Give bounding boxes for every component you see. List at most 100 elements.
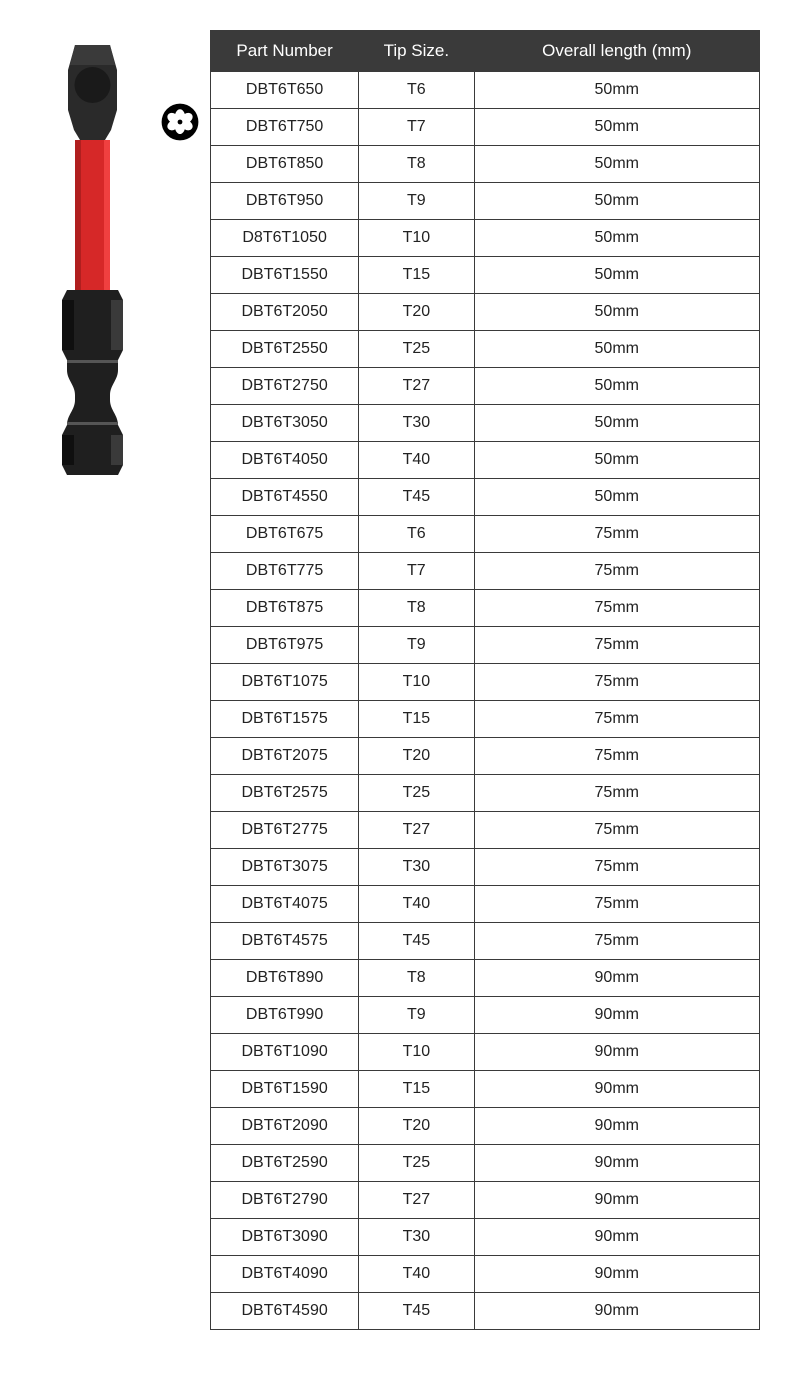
cell-part-number: DBT6T775 xyxy=(211,553,359,590)
cell-tip-size: T9 xyxy=(359,183,474,220)
cell-tip-size: T20 xyxy=(359,294,474,331)
table-row: D8T6T1050T1050mm xyxy=(211,220,760,257)
table-row: DBT6T2590T2590mm xyxy=(211,1145,760,1182)
table-row: DBT6T650T650mm xyxy=(211,72,760,109)
cell-overall-length: 75mm xyxy=(474,849,760,886)
cell-overall-length: 50mm xyxy=(474,220,760,257)
cell-part-number: DBT6T4090 xyxy=(211,1256,359,1293)
cell-overall-length: 50mm xyxy=(474,405,760,442)
table-row: DBT6T1090T1090mm xyxy=(211,1034,760,1071)
cell-tip-size: T27 xyxy=(359,368,474,405)
cell-part-number: DBT6T1550 xyxy=(211,257,359,294)
cell-part-number: DBT6T850 xyxy=(211,146,359,183)
cell-tip-size: T40 xyxy=(359,886,474,923)
cell-part-number: DBT6T4550 xyxy=(211,479,359,516)
cell-overall-length: 50mm xyxy=(474,368,760,405)
table-row: DBT6T2775T2775mm xyxy=(211,812,760,849)
cell-tip-size: T25 xyxy=(359,775,474,812)
cell-part-number: DBT6T2575 xyxy=(211,775,359,812)
cell-overall-length: 50mm xyxy=(474,479,760,516)
cell-overall-length: 90mm xyxy=(474,1256,760,1293)
cell-part-number: DBT6T990 xyxy=(211,997,359,1034)
cell-tip-size: T9 xyxy=(359,627,474,664)
cell-overall-length: 50mm xyxy=(474,146,760,183)
table-row: DBT6T2750T2750mm xyxy=(211,368,760,405)
table-row: DBT6T990T990mm xyxy=(211,997,760,1034)
spec-table-wrap: Part Number Tip Size. Overall length (mm… xyxy=(210,30,780,1330)
cell-overall-length: 50mm xyxy=(474,294,760,331)
cell-overall-length: 90mm xyxy=(474,1108,760,1145)
cell-part-number: DBT6T2090 xyxy=(211,1108,359,1145)
table-row: DBT6T4050T4050mm xyxy=(211,442,760,479)
cell-overall-length: 50mm xyxy=(474,183,760,220)
table-row: DBT6T950T950mm xyxy=(211,183,760,220)
product-image-column xyxy=(20,30,210,1330)
cell-part-number: DBT6T2790 xyxy=(211,1182,359,1219)
page-container: Part Number Tip Size. Overall length (mm… xyxy=(0,0,790,1360)
table-row: DBT6T3090T3090mm xyxy=(211,1219,760,1256)
table-row: DBT6T4575T4575mm xyxy=(211,923,760,960)
table-row: DBT6T2075T2075mm xyxy=(211,738,760,775)
cell-part-number: DBT6T675 xyxy=(211,516,359,553)
cell-tip-size: T30 xyxy=(359,849,474,886)
table-body: DBT6T650T650mmDBT6T750T750mmDBT6T850T850… xyxy=(211,72,760,1330)
cell-part-number: DBT6T4075 xyxy=(211,886,359,923)
cell-tip-size: T25 xyxy=(359,1145,474,1182)
cell-part-number: DBT6T4575 xyxy=(211,923,359,960)
cell-part-number: DBT6T3090 xyxy=(211,1219,359,1256)
cell-tip-size: T27 xyxy=(359,1182,474,1219)
cell-part-number: DBT6T1590 xyxy=(211,1071,359,1108)
cell-part-number: DBT6T650 xyxy=(211,72,359,109)
table-header-row: Part Number Tip Size. Overall length (mm… xyxy=(211,31,760,72)
cell-overall-length: 75mm xyxy=(474,923,760,960)
cell-overall-length: 50mm xyxy=(474,109,760,146)
cell-tip-size: T10 xyxy=(359,1034,474,1071)
table-row: DBT6T1550T1550mm xyxy=(211,257,760,294)
cell-overall-length: 50mm xyxy=(474,257,760,294)
cell-overall-length: 90mm xyxy=(474,1034,760,1071)
cell-overall-length: 75mm xyxy=(474,738,760,775)
cell-part-number: DBT6T2775 xyxy=(211,812,359,849)
cell-part-number: DBT6T1575 xyxy=(211,701,359,738)
cell-overall-length: 75mm xyxy=(474,516,760,553)
cell-part-number: DBT6T950 xyxy=(211,183,359,220)
table-row: DBT6T875T875mm xyxy=(211,590,760,627)
table-row: DBT6T4550T4550mm xyxy=(211,479,760,516)
cell-tip-size: T30 xyxy=(359,1219,474,1256)
cell-part-number: DBT6T3050 xyxy=(211,405,359,442)
cell-overall-length: 90mm xyxy=(474,1293,760,1330)
table-row: DBT6T890T890mm xyxy=(211,960,760,997)
table-row: DBT6T2790T2790mm xyxy=(211,1182,760,1219)
cell-overall-length: 90mm xyxy=(474,1219,760,1256)
cell-tip-size: T9 xyxy=(359,997,474,1034)
table-row: DBT6T975T975mm xyxy=(211,627,760,664)
cell-overall-length: 75mm xyxy=(474,775,760,812)
cell-overall-length: 75mm xyxy=(474,664,760,701)
table-row: DBT6T1075T1075mm xyxy=(211,664,760,701)
cell-part-number: DBT6T875 xyxy=(211,590,359,627)
cell-overall-length: 75mm xyxy=(474,886,760,923)
table-row: DBT6T4075T4075mm xyxy=(211,886,760,923)
cell-tip-size: T7 xyxy=(359,553,474,590)
table-row: DBT6T750T750mm xyxy=(211,109,760,146)
table-row: DBT6T3050T3050mm xyxy=(211,405,760,442)
cell-overall-length: 75mm xyxy=(474,553,760,590)
cell-tip-size: T27 xyxy=(359,812,474,849)
cell-part-number: DBT6T1090 xyxy=(211,1034,359,1071)
table-row: DBT6T675T675mm xyxy=(211,516,760,553)
cell-tip-size: T6 xyxy=(359,72,474,109)
cell-part-number: DBT6T2590 xyxy=(211,1145,359,1182)
cell-overall-length: 50mm xyxy=(474,442,760,479)
table-row: DBT6T775T775mm xyxy=(211,553,760,590)
cell-tip-size: T6 xyxy=(359,516,474,553)
table-row: DBT6T4090T4090mm xyxy=(211,1256,760,1293)
cell-overall-length: 90mm xyxy=(474,1182,760,1219)
cell-tip-size: T8 xyxy=(359,590,474,627)
cell-overall-length: 50mm xyxy=(474,72,760,109)
cell-overall-length: 75mm xyxy=(474,701,760,738)
table-row: DBT6T3075T3075mm xyxy=(211,849,760,886)
cell-overall-length: 75mm xyxy=(474,590,760,627)
cell-part-number: DBT6T975 xyxy=(211,627,359,664)
table-row: DBT6T1590T1590mm xyxy=(211,1071,760,1108)
spec-table: Part Number Tip Size. Overall length (mm… xyxy=(210,30,760,1330)
